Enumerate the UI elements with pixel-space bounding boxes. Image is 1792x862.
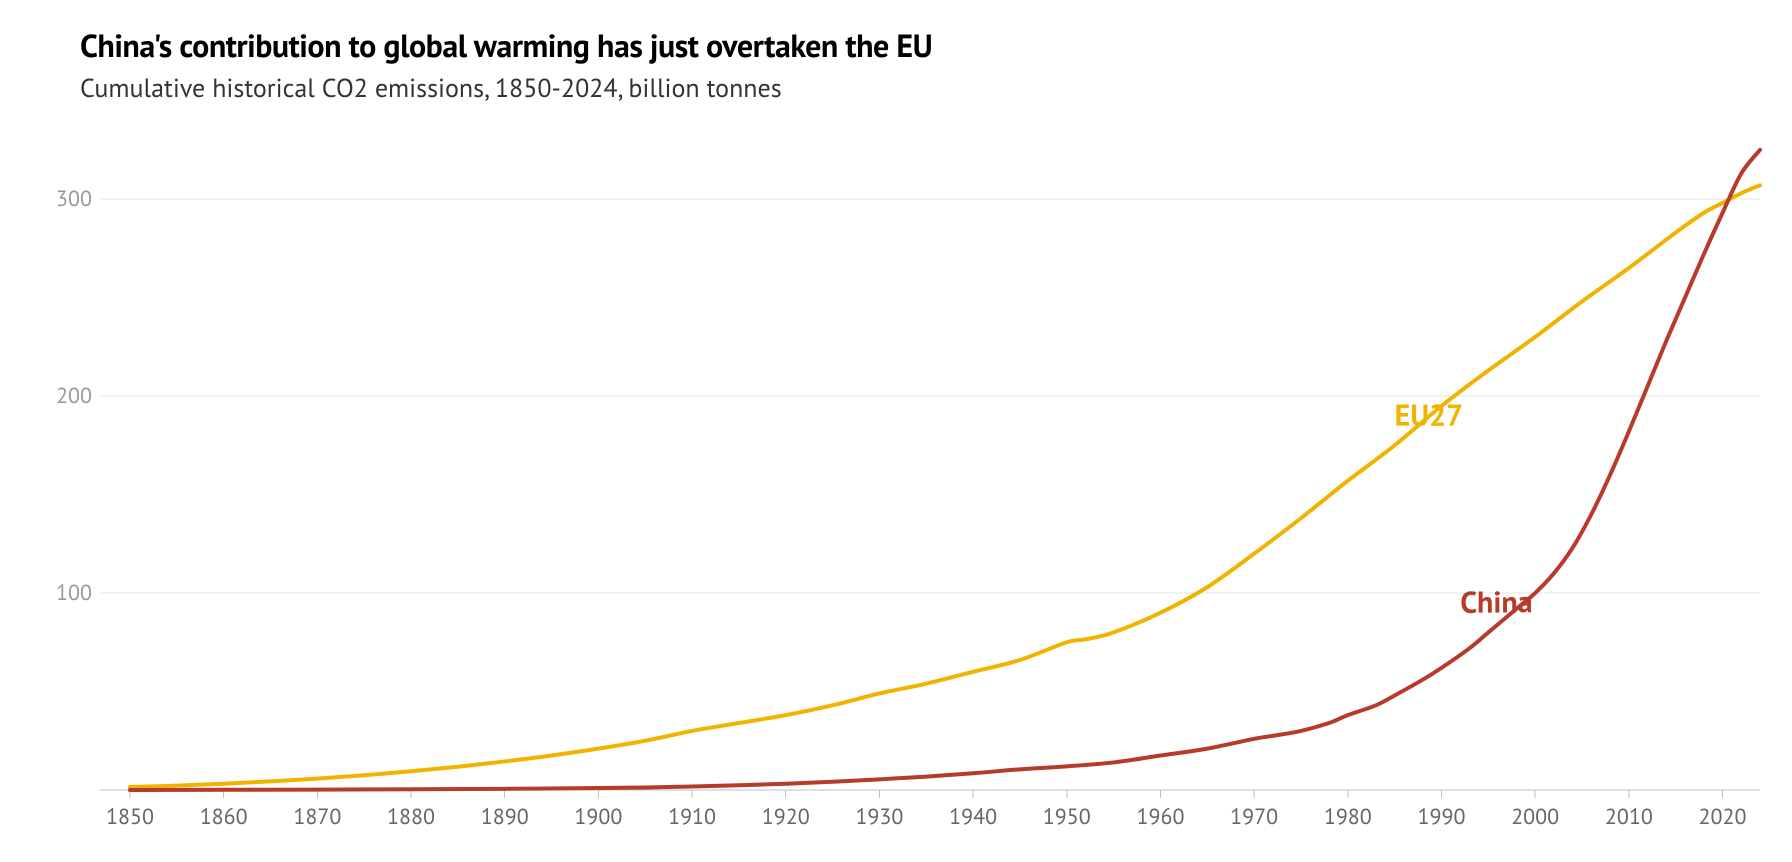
- x-tick-label: 1970: [1230, 803, 1278, 831]
- x-tick-label: 1950: [1043, 803, 1091, 831]
- series-label-eu27: EU27: [1395, 396, 1464, 435]
- x-tick-label: 1880: [387, 803, 435, 831]
- x-tick-label: 2010: [1605, 803, 1653, 831]
- x-tick-label: 1940: [949, 803, 997, 831]
- series-line-eu27: [130, 185, 1760, 787]
- y-tick-label: 200: [56, 382, 92, 410]
- x-tick-label: 1980: [1324, 803, 1372, 831]
- x-tick-label: 1900: [574, 803, 622, 831]
- series-line-china: [130, 150, 1760, 790]
- chart-container: China's contribution to global warming h…: [0, 0, 1792, 862]
- series-label-china: China: [1460, 583, 1532, 622]
- x-tick-label: 1920: [762, 803, 810, 831]
- x-tick-label: 1890: [481, 803, 529, 831]
- x-tick-label: 1910: [668, 803, 716, 831]
- x-tick-label: 1930: [855, 803, 903, 831]
- x-tick-label: 1860: [200, 803, 248, 831]
- x-tick-label: 1850: [106, 803, 154, 831]
- x-tick-label: 2020: [1699, 803, 1747, 831]
- y-tick-label: 300: [56, 185, 92, 213]
- line-chart: 100 200 300 1850 1860 1870 1880 1890 1900 1910 192…: [0, 0, 1792, 862]
- x-tick-label: 1990: [1418, 803, 1466, 831]
- y-tick-label: 100: [56, 579, 92, 607]
- x-tick-label: 1960: [1136, 803, 1184, 831]
- x-tick-label: 2000: [1511, 803, 1559, 831]
- x-tick-label: 1870: [293, 803, 341, 831]
